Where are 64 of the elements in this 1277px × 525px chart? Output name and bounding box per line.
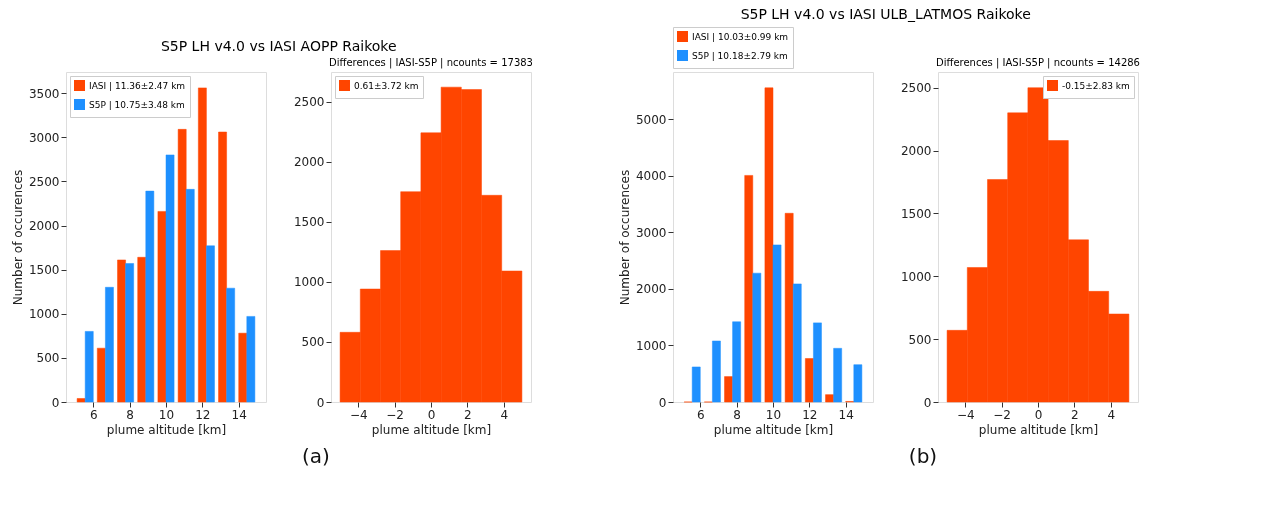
x-tick-label: 14 (231, 407, 247, 422)
y-tick-label: 500 (301, 335, 325, 350)
x-tick-label: 2 (1071, 407, 1079, 422)
legend-label: S5P | 10.75±3.48 km (89, 99, 185, 110)
x-axis-title: plume altitude [km] (371, 422, 492, 437)
y-tick-label: 2500 (28, 174, 60, 189)
legend-label: S5P | 10.18±2.79 km (692, 50, 788, 61)
y-tick-label: 0 (923, 395, 932, 410)
x-axis-title: plume altitude [km] (978, 422, 1099, 437)
y-tick-label: 2000 (293, 155, 325, 170)
x-tick-label: 2 (464, 407, 472, 422)
y-tick-label: 2000 (900, 144, 932, 159)
y-tick-label: 1500 (293, 215, 325, 230)
x-tick-label: 14 (838, 407, 854, 422)
chart-title: Differences | IASI-S5P | ncounts = 17383 (329, 57, 533, 69)
y-tick-label: 3500 (28, 86, 60, 101)
text: (b) (908, 444, 938, 468)
y-tick-label: 1500 (28, 263, 60, 278)
y-tick-label: 1000 (900, 269, 932, 284)
y-tick-label: 2000 (28, 219, 60, 234)
y-tick-label: 500 (908, 332, 932, 347)
y-tick-label: 4000 (635, 169, 667, 184)
x-tick-label: 6 (696, 407, 705, 422)
x-tick-label: 4 (500, 407, 509, 422)
x-axis-title: plume altitude [km] (713, 422, 834, 437)
x-tick-label: 12 (802, 407, 818, 422)
x-tick-label: −2 (993, 407, 1011, 422)
x-tick-label: −2 (386, 407, 404, 422)
legend-label: IASI | 10.03±0.99 km (692, 31, 789, 42)
y-tick-label: 3000 (28, 130, 60, 145)
y-tick-label: 2500 (900, 81, 932, 96)
y-tick-label: 5000 (635, 112, 667, 127)
text: (a) (302, 444, 330, 468)
y-tick-label: 0 (51, 395, 60, 410)
x-tick-label: 0 (1034, 407, 1043, 422)
y-tick-label: 0 (658, 395, 667, 410)
y-tick-label: 500 (36, 351, 60, 366)
y-tick-label: 0 (316, 395, 325, 410)
x-tick-label: 12 (195, 407, 211, 422)
y-tick-label: 2500 (293, 95, 325, 110)
x-tick-label: 8 (733, 407, 741, 422)
y-tick-label: 1000 (28, 307, 60, 322)
y-axis-title: Number of occurences (617, 169, 632, 306)
chart-title: S5P LH v4.0 vs IASI AOPP Raikoke (160, 37, 397, 54)
x-tick-label: 8 (126, 407, 134, 422)
chart-title: S5P LH v4.0 vs IASI ULB_LATMOS Raikoke (740, 6, 1031, 22)
x-tick-label: 10 (158, 407, 175, 422)
legend-label: IASI | 11.36±2.47 km (89, 80, 186, 91)
legend-label: 0.61±3.72 km (354, 80, 419, 91)
y-tick-label: 1500 (900, 206, 932, 221)
chart-title: Differences | IASI-S5P | ncounts = 14286 (936, 57, 1140, 69)
y-tick-label: 2000 (635, 282, 667, 297)
x-tick-label: 10 (765, 407, 782, 422)
y-axis-title: Number of occurences (10, 169, 25, 306)
x-tick-label: 0 (427, 407, 436, 422)
x-tick-label: −4 (349, 407, 368, 422)
y-tick-label: 3000 (635, 225, 667, 240)
x-tick-label: 4 (1107, 407, 1116, 422)
x-axis-title: plume altitude [km] (106, 422, 227, 437)
x-tick-label: 6 (89, 407, 98, 422)
y-tick-label: 1000 (293, 275, 325, 290)
x-tick-label: −4 (956, 407, 975, 422)
y-tick-label: 1000 (635, 338, 667, 353)
legend-label: -0.15±2.83 km (1062, 80, 1130, 91)
